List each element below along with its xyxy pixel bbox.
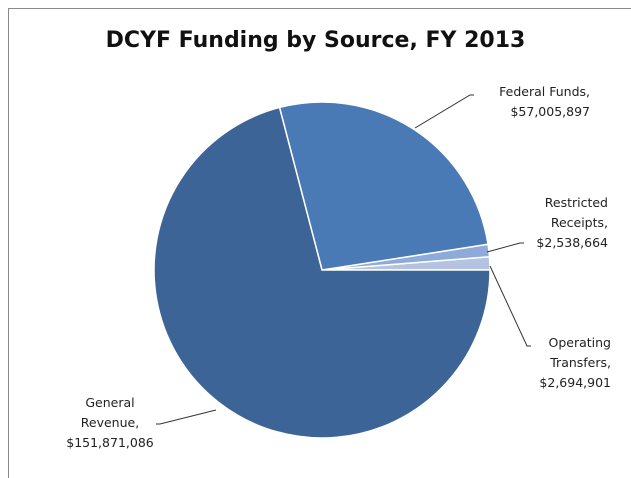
category-label: General Revenue, bbox=[80, 395, 140, 430]
data-label: Operating Transfers, $2,694,901 bbox=[525, 333, 611, 393]
data-label: Federal Funds, $57,005,897 bbox=[470, 82, 590, 122]
leader-line bbox=[489, 265, 531, 347]
pie-slice bbox=[153, 106, 491, 439]
chart-title: DCYF Funding by Source, FY 2013 bbox=[105, 28, 526, 53]
category-label: Restricted Receipts, bbox=[544, 195, 608, 230]
value-label: $57,005,897 bbox=[510, 104, 590, 119]
data-label: Restricted Receipts, $2,538,664 bbox=[520, 193, 608, 253]
leader-line bbox=[414, 94, 474, 129]
leader-line bbox=[156, 409, 217, 425]
value-label: $151,871,086 bbox=[66, 435, 154, 450]
leader-line bbox=[486, 242, 524, 253]
value-label: $2,694,901 bbox=[539, 375, 611, 390]
category-label: Federal Funds, bbox=[499, 84, 590, 99]
pie-slice bbox=[278, 101, 489, 271]
data-label: General Revenue, $151,871,086 bbox=[55, 393, 165, 453]
frame bbox=[8, 8, 631, 478]
category-label: Operating Transfers, bbox=[548, 335, 612, 370]
value-label: $2,538,664 bbox=[536, 235, 608, 250]
